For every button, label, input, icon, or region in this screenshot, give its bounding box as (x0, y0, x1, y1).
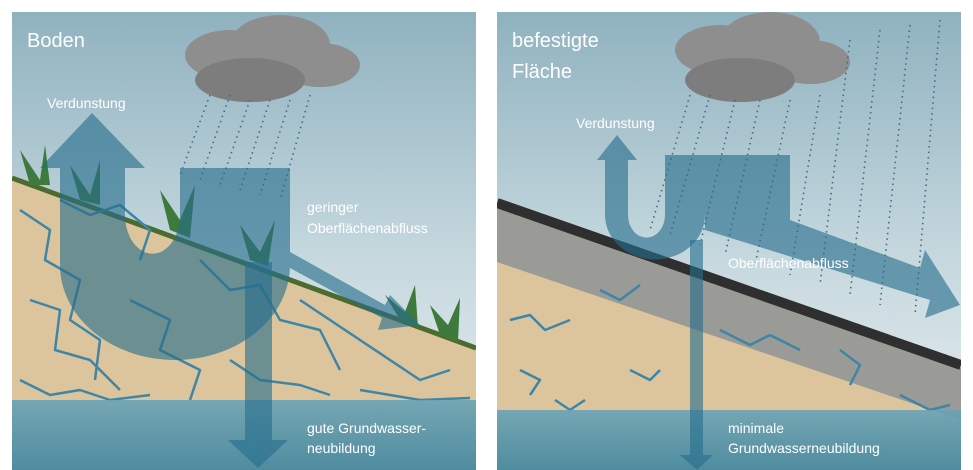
panel-soil (12, 12, 476, 470)
label: minimale (728, 420, 784, 436)
label: Oberflächenabfluss (728, 255, 849, 271)
label: Verdunstung (576, 115, 655, 131)
panel-title: Fläche (512, 61, 572, 83)
illustration: Boden Verdunstung geringer Oberflächenab… (0, 0, 973, 470)
panel-title: befestigte (512, 30, 599, 52)
panel-title: Boden (27, 30, 85, 52)
label: gute Grundwasser- (307, 420, 426, 436)
label: geringer (307, 199, 359, 215)
label: neubildung (307, 440, 376, 456)
label: Grundwasserneubildung (728, 440, 880, 456)
label: Verdunstung (47, 95, 126, 111)
label: Oberflächenabfluss (307, 220, 428, 236)
